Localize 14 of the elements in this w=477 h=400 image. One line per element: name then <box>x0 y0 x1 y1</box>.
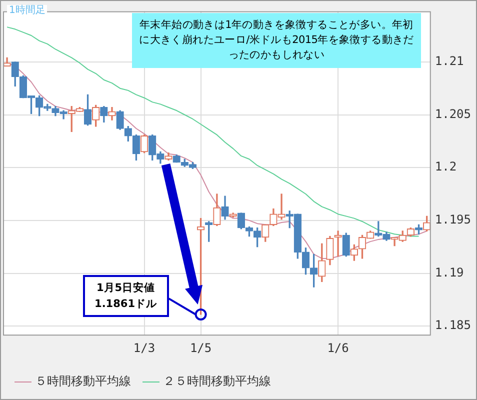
legend-label: ５時間移動平均線 <box>35 374 131 388</box>
y-tick-label: 1.19 <box>434 265 464 280</box>
x-tick-label: 1/3 <box>133 340 156 355</box>
x-tick-label: 1/6 <box>327 340 349 355</box>
chart-title: 1時間足 <box>7 5 48 17</box>
annotation: 年末年始の動きは1年の動きを象徴することが多い。年初に大きく崩れたユーロ/米ドルも2015年を象徴する動きだったのかもしれない <box>132 13 421 68</box>
x-tick-label: 1/5 <box>190 340 212 355</box>
annotation: 1月5日安値 1.1861ドル <box>82 275 169 318</box>
y-tick-label: 1.185 <box>434 318 471 332</box>
y-tick-label: 1.205 <box>434 106 471 121</box>
y-tick-label: 1.195 <box>434 212 471 227</box>
y-tick-label: 1.21 <box>434 54 464 68</box>
y-tick-label: 1.2 <box>434 160 457 174</box>
legend-label: ２５時間移動平均線 <box>163 374 271 388</box>
